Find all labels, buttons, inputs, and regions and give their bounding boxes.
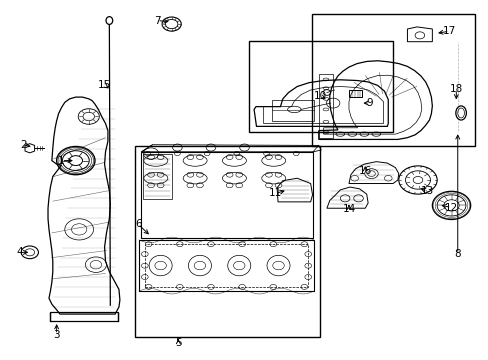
Bar bbox=[142, 154, 171, 199]
Text: 15: 15 bbox=[98, 80, 111, 90]
Text: 4: 4 bbox=[17, 247, 23, 257]
Text: 11: 11 bbox=[268, 188, 282, 198]
Text: 10: 10 bbox=[313, 91, 326, 101]
Bar bbox=[144, 244, 307, 287]
Text: 7: 7 bbox=[154, 15, 160, 26]
Text: 2: 2 bbox=[20, 140, 26, 150]
Text: 5: 5 bbox=[175, 338, 182, 348]
Bar bbox=[249, 41, 392, 132]
Text: 3: 3 bbox=[53, 329, 60, 339]
Text: 12: 12 bbox=[444, 203, 457, 212]
Text: 13: 13 bbox=[420, 186, 433, 196]
Bar bbox=[139, 240, 313, 291]
Text: 17: 17 bbox=[442, 26, 455, 36]
Text: 6: 6 bbox=[135, 219, 141, 229]
Bar bbox=[272, 100, 314, 121]
Bar bbox=[141, 152, 312, 238]
Bar bbox=[311, 14, 473, 147]
Text: 1: 1 bbox=[58, 156, 64, 166]
Text: 16: 16 bbox=[358, 166, 371, 176]
Text: 9: 9 bbox=[366, 98, 373, 108]
Text: 18: 18 bbox=[449, 84, 462, 94]
Text: 8: 8 bbox=[453, 249, 460, 259]
Bar bbox=[135, 147, 319, 337]
Text: 14: 14 bbox=[342, 204, 355, 214]
